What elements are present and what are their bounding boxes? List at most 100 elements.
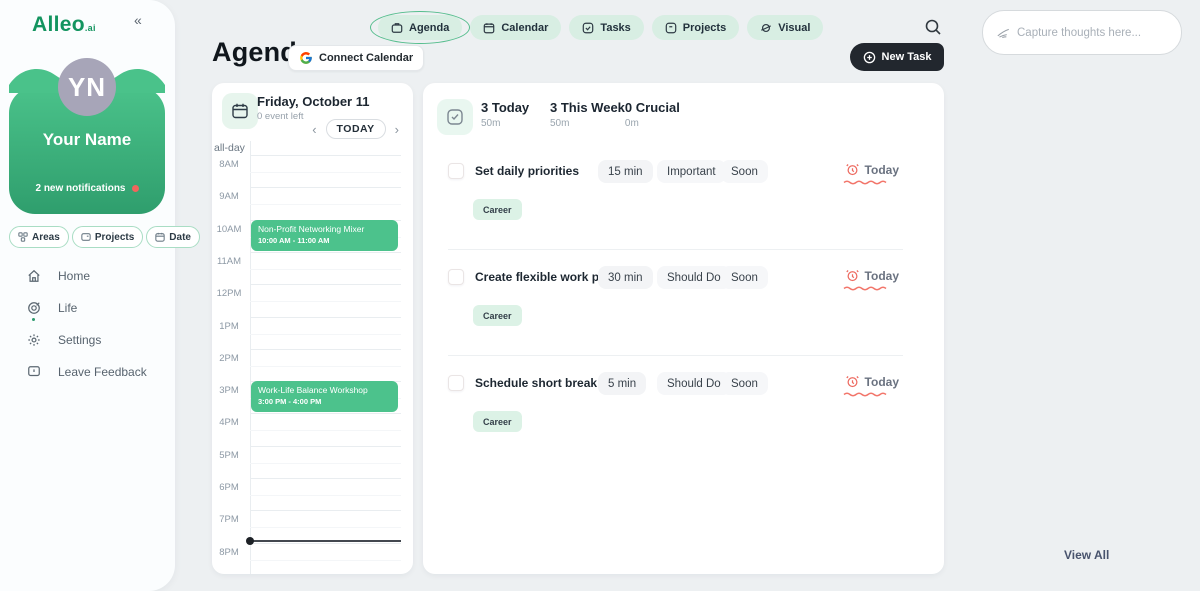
task-priority-pill[interactable]: Should Do (657, 372, 731, 395)
next-day-icon[interactable]: › (394, 121, 399, 137)
hour-row: 5PM (219, 445, 401, 478)
summary-time: 50m (550, 118, 570, 129)
task-priority-pill[interactable]: Should Do (657, 266, 731, 289)
task-row: Create flexible work plan 30 min Should … (448, 266, 928, 372)
task-due-date[interactable]: Today (843, 374, 899, 397)
task-priority-pill[interactable]: Important (657, 160, 726, 183)
filter-label: Areas (32, 231, 60, 243)
task-checkbox[interactable] (448, 375, 464, 391)
task-checkbox[interactable] (448, 163, 464, 179)
search-icon[interactable] (924, 18, 944, 38)
sidebar-item-home[interactable]: Home (27, 266, 147, 286)
tab-label: Projects (682, 21, 727, 34)
tab-calendar[interactable]: Calendar (470, 15, 562, 40)
summary-column: 0 Crucial 0m (625, 100, 680, 129)
task-tag-career[interactable]: Career (473, 411, 522, 432)
task-urgency-pill[interactable]: Soon (721, 160, 768, 183)
check-square-icon (447, 109, 463, 125)
hour-row: 6PM (219, 478, 401, 510)
event-time: 10:00 AM - 11:00 AM (258, 235, 330, 245)
tab-projects[interactable]: Projects (651, 15, 740, 40)
tab-visual[interactable]: Visual (747, 15, 824, 40)
sidebar-nav: Home Life Settings Leave Feedback (27, 266, 147, 394)
sidebar-item-settings[interactable]: Settings (27, 330, 147, 350)
filter-label: Date (169, 231, 191, 243)
profile-name: Your Name (42, 130, 132, 149)
calendar-day-nav: ‹ TODAY › (312, 119, 399, 139)
tab-label: Agenda (409, 21, 450, 34)
calendar-event[interactable]: Non-Profit Networking Mixer 10:00 AM - 1… (251, 219, 398, 251)
hour-label: 11AM (216, 255, 242, 267)
events-left-label: 0 event left (257, 111, 304, 122)
notifications-label[interactable]: 2 new notifications (9, 183, 165, 194)
due-underline-squiggle (843, 180, 887, 185)
gear-icon (28, 334, 40, 346)
hour-label: 8AM (219, 159, 239, 170)
hour-label: 10AM (216, 223, 242, 235)
avatar[interactable]: YN (58, 58, 116, 116)
filter-projects-button[interactable]: Projects (71, 226, 144, 248)
hour-row: 12PM (217, 284, 401, 316)
notifications-text: 2 new notifications (35, 183, 126, 194)
calendar-icon (484, 22, 495, 33)
task-duration-pill[interactable]: 30 min (598, 266, 653, 289)
tab-label: Visual (778, 21, 811, 34)
capture-thoughts-input[interactable] (1017, 26, 1167, 39)
task-due-date[interactable]: Today (843, 268, 899, 291)
today-button[interactable]: TODAY (325, 119, 386, 139)
filter-areas-button[interactable]: Areas (9, 226, 69, 248)
tab-tasks[interactable]: Tasks (569, 15, 644, 40)
calendar-icon (232, 103, 248, 119)
task-duration-pill[interactable]: 15 min (598, 160, 653, 183)
due-label: Today (864, 374, 899, 389)
tasks-summary: 3 Today 50m 3 This Week 50m 0 Crucial 0m (481, 100, 680, 129)
hour-row: 8AM (219, 155, 401, 187)
hour-label: 2PM (219, 352, 239, 364)
task-checkbox[interactable] (448, 269, 464, 285)
sidebar: Alleo.ai « YN Your Name 2 new notificati… (0, 0, 200, 591)
projects-grid-icon (665, 22, 677, 33)
task-row: Set daily priorities 15 min Important So… (448, 160, 928, 266)
summary-count: 3 Today (481, 100, 530, 115)
feedback-icon (28, 366, 40, 377)
nav-label: Life (58, 301, 78, 315)
sidebar-item-leave-feedback[interactable]: Leave Feedback (27, 362, 147, 382)
nav-label: Settings (58, 333, 102, 347)
filter-label: Projects (94, 231, 135, 243)
calendar-event[interactable]: Work-Life Balance Workshop 3:00 PM - 4:0… (251, 381, 398, 413)
capture-thoughts-box (982, 10, 1182, 55)
logo-suffix: .ai (84, 23, 96, 33)
scribble-pen-icon (997, 28, 1009, 38)
prev-day-icon[interactable]: ‹ (312, 121, 317, 137)
current-time-indicator (246, 537, 401, 545)
life-target-icon (28, 302, 40, 314)
sidebar-item-life[interactable]: Life (27, 298, 147, 321)
hour-row: 2PM (219, 348, 401, 381)
task-title[interactable]: Schedule short break (475, 376, 598, 390)
life-active-dot (32, 318, 35, 321)
profile-wave-decoration (9, 69, 165, 93)
task-title[interactable]: Create flexible work plan (475, 270, 617, 284)
nav-label: Home (58, 269, 91, 283)
new-task-label: New Task (881, 51, 932, 63)
tab-agenda[interactable]: Agenda (369, 11, 471, 44)
due-label: Today (864, 268, 899, 283)
task-urgency-pill[interactable]: Soon (721, 266, 768, 289)
new-task-button[interactable]: New Task (850, 43, 944, 71)
hour-label: 6PM (219, 482, 239, 493)
task-due-date[interactable]: Today (843, 162, 899, 185)
filter-date-button[interactable]: Date (146, 226, 200, 248)
hour-row: 1PM (219, 316, 401, 349)
hour-label: 3PM (219, 385, 239, 397)
summary-time: 50m (481, 118, 501, 129)
task-title[interactable]: Set daily priorities (475, 164, 580, 178)
task-duration-pill[interactable]: 5 min (598, 372, 647, 395)
task-urgency-pill[interactable]: Soon (721, 372, 768, 395)
collapse-sidebar-icon[interactable]: « (134, 12, 142, 28)
connect-calendar-button[interactable]: Connect Calendar (288, 45, 425, 71)
view-all-link[interactable]: View All (1064, 548, 1110, 562)
task-tag-career[interactable]: Career (473, 305, 522, 326)
task-tag-career[interactable]: Career (473, 199, 522, 220)
tasks-panel: 3 Today 50m 3 This Week 50m 0 Crucial 0m… (423, 83, 944, 574)
event-time: 3:00 PM - 4:00 PM (258, 397, 322, 407)
